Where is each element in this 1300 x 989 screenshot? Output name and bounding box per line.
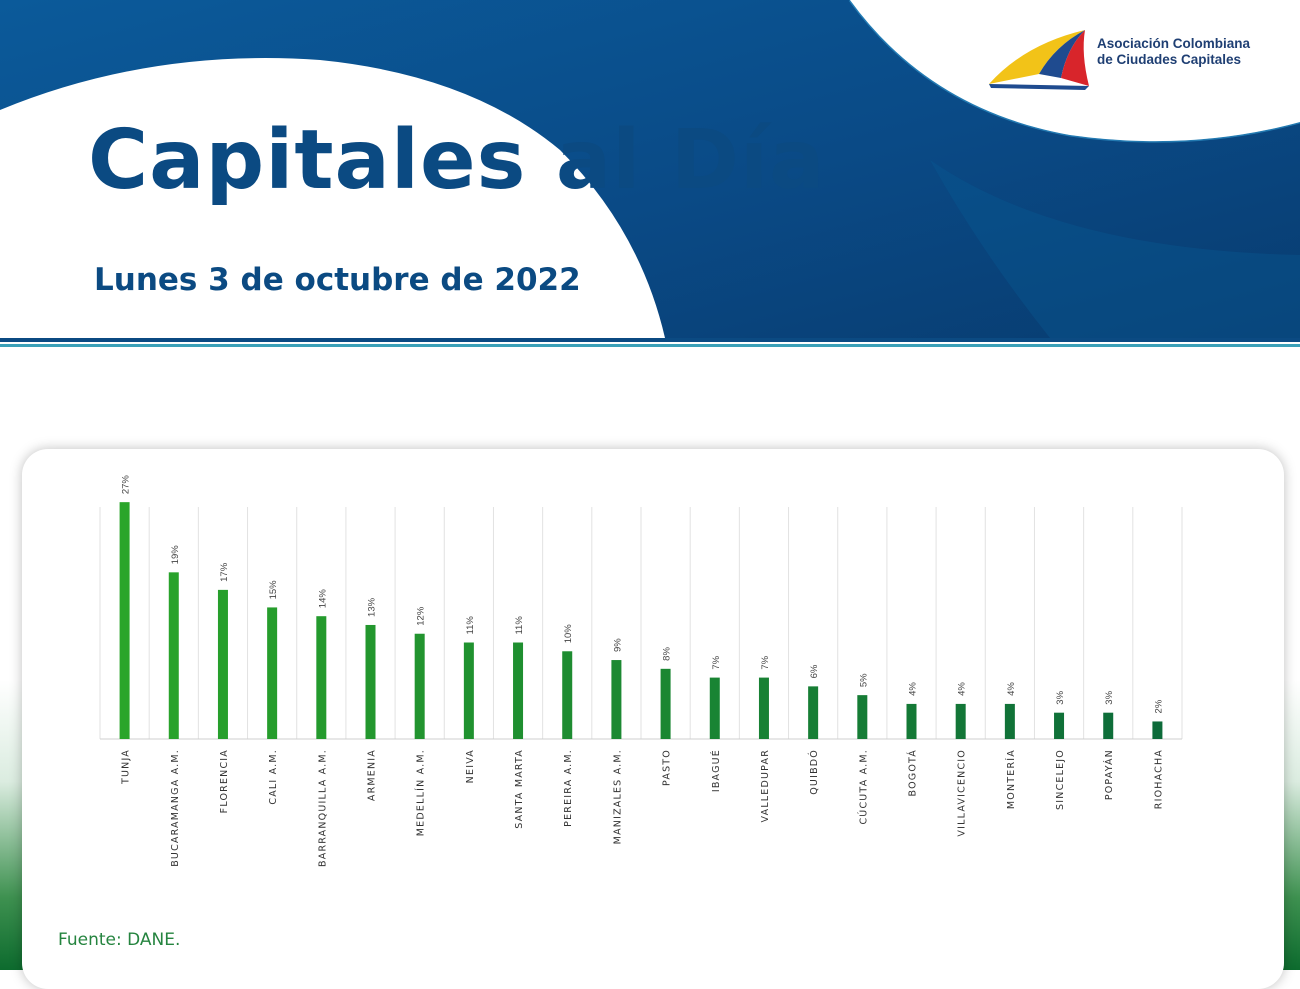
data-label: 6% — [809, 664, 820, 678]
bar — [217, 589, 228, 739]
source-note: Fuente: DANE. — [58, 930, 181, 950]
bar — [611, 660, 622, 739]
data-label: 5% — [858, 673, 869, 687]
tick-label: POPAYÁN — [1103, 749, 1115, 800]
tick-label: PEREIRA A.M. — [563, 749, 574, 827]
tick-label: CÚCUTA A.M. — [857, 749, 869, 825]
tick-label: RIOHACHA — [1153, 749, 1164, 809]
tick-label: TUNJA — [121, 749, 132, 785]
bar — [513, 642, 524, 739]
bar — [414, 633, 425, 739]
data-label: 19% — [170, 545, 181, 565]
tick-label: VALLEDUPAR — [760, 749, 771, 822]
data-label: 17% — [219, 562, 230, 582]
chart-card: 27% TUNJA 19% BUCARAMANGA A.M. 17% FLORENCIA 1… — [22, 449, 1284, 989]
data-label: 4% — [1006, 682, 1017, 696]
tick-label: ARMENIA — [367, 749, 378, 801]
bar — [365, 624, 376, 739]
bar — [1054, 712, 1065, 739]
bar — [1152, 721, 1163, 739]
page-title: Capitales al Día — [88, 113, 826, 208]
bar — [267, 607, 278, 739]
bar — [808, 686, 819, 739]
tick-label: PASTO — [662, 749, 673, 786]
data-label: 3% — [1104, 690, 1115, 704]
bar — [119, 502, 130, 739]
data-label: 14% — [317, 589, 328, 609]
data-label: 10% — [563, 624, 574, 644]
bar — [316, 616, 327, 739]
tick-label: BARRANQUILLA A.M. — [317, 749, 328, 867]
tick-label: IBAGUÉ — [710, 749, 722, 792]
bar — [562, 651, 573, 739]
association-logo: Asociación Colombiana de Ciudades Capita… — [985, 24, 1285, 96]
tick-label: VILLAVICENCIO — [957, 749, 968, 837]
tick-label: FLORENCIA — [219, 749, 230, 813]
bar — [857, 695, 868, 739]
logo-swoosh-icon — [989, 30, 1089, 90]
tick-label: SINCELEJO — [1055, 749, 1066, 810]
date-subtitle: Lunes 3 de octubre de 2022 — [94, 262, 581, 298]
bar — [758, 677, 769, 739]
data-label: 13% — [367, 597, 378, 617]
tick-label: NEIVA — [465, 749, 476, 783]
tick-label: MONTERÍA — [1005, 749, 1017, 809]
data-label: 8% — [662, 647, 673, 661]
bar — [709, 677, 720, 739]
bar — [906, 703, 917, 739]
data-label: 15% — [268, 580, 279, 600]
data-label: 11% — [465, 616, 476, 635]
data-label: 4% — [957, 682, 968, 696]
logo-text-line2: de Ciudades Capitales — [1097, 52, 1242, 67]
data-label: 3% — [1055, 690, 1066, 704]
bar — [168, 572, 179, 739]
bar — [955, 703, 966, 739]
bar — [660, 668, 671, 739]
tick-label: MEDELLÍN A.M. — [415, 749, 427, 836]
tick-label: CALI A.M. — [268, 749, 279, 805]
tick-label: QUIBDÓ — [808, 749, 820, 795]
data-label: 11% — [514, 616, 525, 635]
logo-text-line1: Asociación Colombiana — [1097, 36, 1251, 51]
data-label: 2% — [1153, 699, 1164, 713]
header-banner — [0, 0, 1300, 347]
tick-label: MANIZALES A.M. — [612, 749, 623, 844]
data-label: 27% — [121, 475, 132, 495]
data-label: 7% — [711, 655, 722, 669]
tick-label: SANTA MARTA — [514, 749, 525, 829]
bar-chart: 27% TUNJA 19% BUCARAMANGA A.M. 17% FLORENCIA 1… — [99, 475, 1183, 867]
data-label: 4% — [908, 682, 919, 696]
tick-label: BOGOTÁ — [907, 749, 919, 796]
data-label: 9% — [612, 638, 623, 652]
bar — [1004, 703, 1015, 739]
bar — [1103, 712, 1114, 739]
tick-label: BUCARAMANGA A.M. — [170, 749, 181, 867]
bar — [463, 642, 474, 739]
data-label: 7% — [760, 655, 771, 669]
data-label: 12% — [416, 606, 427, 626]
